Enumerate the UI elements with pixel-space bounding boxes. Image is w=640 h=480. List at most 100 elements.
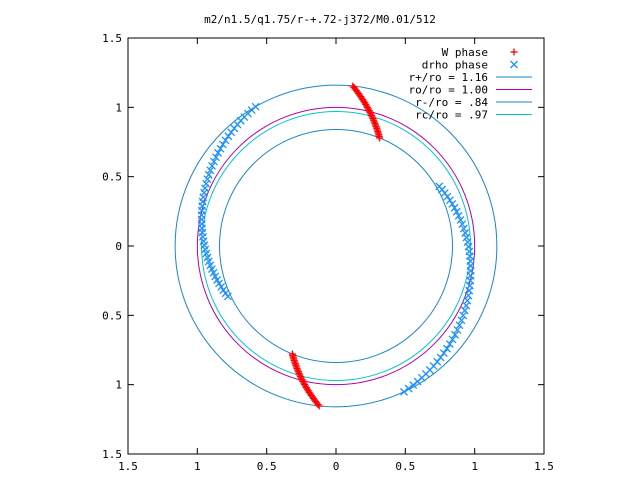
y-tick-label: 0.5 <box>102 171 122 184</box>
circle-rc <box>200 110 472 382</box>
chart-title: m2/n1.5/q1.75/r-+.72-j372/M0.01/512 <box>204 13 436 26</box>
legend-marker <box>510 48 518 56</box>
drho-phase-point <box>209 157 218 166</box>
drho-phase-point <box>458 220 467 229</box>
drho-phase-point <box>455 321 464 330</box>
marker-stroke <box>458 220 467 229</box>
marker-stroke <box>452 207 461 216</box>
w-phase-point <box>294 368 302 376</box>
drho-phase-point <box>445 196 454 205</box>
marker-stroke <box>198 232 207 241</box>
x-tick-label: 1.5 <box>118 460 138 473</box>
drho-phase-point <box>216 144 225 153</box>
marker-stroke <box>206 261 215 270</box>
drho-phase-point <box>453 326 462 334</box>
legend-label: rc/ro = .97 <box>415 109 488 122</box>
marker-stroke <box>461 229 470 237</box>
w-phase-point <box>314 400 322 408</box>
marker-stroke <box>223 292 232 301</box>
marker-stroke <box>199 237 208 246</box>
marker-stroke <box>453 326 462 334</box>
drho-phase-point <box>204 170 213 179</box>
y-tick-label: 1 <box>115 101 122 114</box>
marker-stroke <box>464 291 473 300</box>
w-phase-point <box>376 134 384 142</box>
circle-r <box>174 84 498 408</box>
drho-phase-point <box>463 296 472 305</box>
w-phase-point <box>368 113 376 121</box>
marker-stroke <box>218 140 227 149</box>
marker-stroke <box>203 253 212 262</box>
w-phase-point <box>315 402 323 410</box>
marker-stroke <box>456 216 465 224</box>
marker-stroke <box>227 128 236 137</box>
drho-phase-point <box>400 387 408 396</box>
marker-stroke <box>206 166 215 175</box>
marker-stroke <box>209 268 218 277</box>
circle-r <box>219 129 453 363</box>
drho-phase-point <box>208 161 217 170</box>
w-phase-point <box>298 376 306 384</box>
marker-stroke <box>445 196 454 205</box>
x-tick-label: 1 <box>194 460 201 473</box>
w-phase-point <box>297 374 305 382</box>
axes-ticks: 1.5 1 0.5 0 0.5 1 1.51.510.500.511.5 <box>102 32 554 473</box>
marker-stroke <box>439 349 448 358</box>
marker-stroke <box>455 321 464 330</box>
drho-phase-point <box>454 211 463 220</box>
marker-stroke <box>211 272 220 281</box>
marker-stroke <box>462 233 471 242</box>
marker-stroke <box>443 192 452 201</box>
w-phase-point <box>367 110 375 118</box>
marker-stroke <box>448 335 457 344</box>
drho-phase-point <box>456 216 465 224</box>
legend-label: ro/ro = 1.00 <box>409 84 488 97</box>
drho-phase-point <box>451 330 459 339</box>
drho-phase-point <box>448 335 457 344</box>
marker-stroke <box>400 387 408 396</box>
drho-phase-point <box>450 203 459 212</box>
legend-label: r+/ro = 1.16 <box>409 71 488 84</box>
marker-stroke <box>454 211 463 220</box>
marker-stroke <box>219 286 228 295</box>
marker-stroke <box>208 161 217 170</box>
marker-stroke <box>217 282 226 291</box>
legend-label: r-/ro = .84 <box>415 96 488 109</box>
drho-phase-point <box>457 316 466 325</box>
marker-stroke <box>201 245 210 254</box>
marker-stroke <box>202 249 211 258</box>
y-tick-label: 0 <box>115 240 122 253</box>
drho-phase-point <box>452 207 461 216</box>
marker-stroke <box>204 170 213 179</box>
x-tick-label: 1.5 <box>534 460 554 473</box>
marker-stroke <box>442 344 451 353</box>
drho-phase-point <box>462 233 471 242</box>
drho-phase-point <box>223 292 232 301</box>
marker-stroke <box>204 257 213 266</box>
marker-stroke <box>457 316 466 325</box>
drho-phase-point <box>445 340 454 349</box>
drho-phase-point <box>459 311 468 320</box>
marker-stroke <box>450 203 459 212</box>
marker-stroke <box>207 265 216 274</box>
w-phase-point <box>365 107 373 115</box>
marker-stroke <box>465 286 474 295</box>
marker-stroke <box>211 153 220 162</box>
drho-phase-point <box>459 224 468 233</box>
marker-stroke <box>463 238 472 247</box>
x-tick-label: 0.5 <box>257 460 277 473</box>
marker-stroke <box>451 330 459 339</box>
w-phase-point <box>366 108 374 116</box>
drho-phase-point <box>214 148 223 157</box>
drho-phase-point <box>203 175 212 184</box>
x-tick-label: 0.5 <box>395 460 415 473</box>
drho-phase-point <box>221 136 230 145</box>
marker-stroke <box>209 157 218 166</box>
phase-points <box>197 82 475 410</box>
drho-phase-point <box>206 166 215 175</box>
w-phase-point <box>364 105 372 113</box>
y-tick-label: 1.5 <box>102 32 122 45</box>
legend-marker <box>510 60 518 69</box>
marker-stroke <box>214 148 223 157</box>
drho-phase-point <box>218 140 227 149</box>
